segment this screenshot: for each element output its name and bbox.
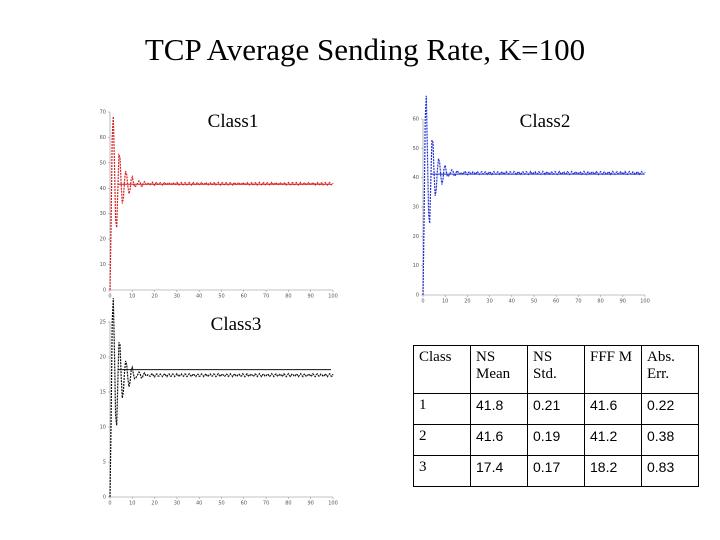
x-tick-label: 90 <box>620 299 626 305</box>
y-tick-label: 20 <box>413 234 419 240</box>
y-tick-label: 20 <box>100 355 106 361</box>
x-tick-label: 90 <box>308 294 314 300</box>
table-cell: 0.83 <box>641 455 699 487</box>
header-cell: Abs. Err. <box>641 345 699 394</box>
x-tick-label: 90 <box>308 501 314 507</box>
header-cell: NS Std. <box>527 345 585 394</box>
y-tick-label: 0 <box>103 288 106 294</box>
x-tick-label: 40 <box>196 501 202 507</box>
x-tick-label: 70 <box>263 294 269 300</box>
y-tick-label: 30 <box>413 205 419 211</box>
y-tick-label: 0 <box>416 293 419 299</box>
x-tick-label: 0 <box>108 501 111 507</box>
y-tick-label: 20 <box>100 237 106 243</box>
x-tick-label: 80 <box>597 299 603 305</box>
y-tick-label: 70 <box>100 110 106 116</box>
y-tick-label: 40 <box>413 175 419 181</box>
x-tick-label: 80 <box>285 501 291 507</box>
y-tick-label: 10 <box>100 425 106 431</box>
x-tick-label: 10 <box>129 294 135 300</box>
x-tick-label: 70 <box>263 501 269 507</box>
slide-title: TCP Average Sending Rate, K=100 <box>145 32 585 67</box>
y-tick-label: 50 <box>100 160 106 166</box>
x-tick-label: 100 <box>328 501 338 507</box>
table-row: 1 41.8 0.21 41.6 0.22 <box>413 393 699 425</box>
x-tick-label: 0 <box>108 294 111 300</box>
x-tick-label: 50 <box>218 501 224 507</box>
header-row: Class NS Mean NS Std. FFF M Abs. Err. <box>413 345 699 394</box>
results-table: Class NS Mean NS Std. FFF M Abs. Err. 1 41.8 0.… <box>413 345 699 487</box>
x-tick-label: 50 <box>218 294 224 300</box>
y-tick-label: 0 <box>103 495 106 501</box>
x-tick-label: 100 <box>328 294 338 300</box>
y-tick-label: 40 <box>100 186 106 192</box>
table-row: 2 41.6 0.19 41.2 0.38 <box>413 424 699 456</box>
x-tick-label: 50 <box>531 299 537 305</box>
y-tick-label: 60 <box>100 135 106 141</box>
table-cell: 0.17 <box>527 455 585 487</box>
y-tick-label: 50 <box>413 146 419 152</box>
table-cell: 18.2 <box>584 455 642 487</box>
y-tick-label: 5 <box>103 460 106 466</box>
x-tick-label: 40 <box>196 294 202 300</box>
x-tick-label: 30 <box>174 294 180 300</box>
table-cell: 41.8 <box>470 393 528 425</box>
y-tick-label: 15 <box>100 390 106 396</box>
x-tick-label: 10 <box>129 501 135 507</box>
x-tick-label: 10 <box>442 299 448 305</box>
x-tick-label: 80 <box>285 294 291 300</box>
header-cell: FFF M <box>584 345 642 394</box>
y-tick-label: 30 <box>100 211 106 217</box>
plot-label: Class3 <box>211 314 262 335</box>
sending-rate-trace <box>109 116 334 291</box>
x-tick-label: 20 <box>151 294 157 300</box>
plot-label: Class1 <box>208 111 259 132</box>
y-tick-label: 60 <box>413 117 419 123</box>
header-cell: NS Mean <box>470 345 528 394</box>
x-tick-label: 30 <box>486 299 492 305</box>
table-cell: 3 <box>413 455 471 487</box>
table-cell: 0.22 <box>641 393 699 425</box>
x-tick-label: 70 <box>575 299 581 305</box>
table-cell: 0.38 <box>641 424 699 456</box>
x-tick-label: 100 <box>640 299 650 305</box>
table-cell: 17.4 <box>470 455 528 487</box>
x-tick-label: 40 <box>509 299 515 305</box>
sending-rate-trace <box>109 298 334 498</box>
table-cell: 41.2 <box>584 424 642 456</box>
x-tick-label: 0 <box>421 299 424 305</box>
table-cell: 0.21 <box>527 393 585 425</box>
header-cell: Class <box>413 345 471 394</box>
x-tick-label: 20 <box>464 299 470 305</box>
y-tick-label: 10 <box>413 263 419 269</box>
table-cell: 1 <box>413 393 471 425</box>
table-cell: 41.6 <box>584 393 642 425</box>
y-tick-label: 25 <box>100 320 106 326</box>
table-cell: 2 <box>413 424 471 456</box>
x-tick-label: 60 <box>241 501 247 507</box>
x-tick-label: 60 <box>553 299 559 305</box>
plot-label: Class2 <box>520 111 571 132</box>
x-tick-label: 60 <box>241 294 247 300</box>
sending-rate-trace <box>422 95 646 296</box>
table-cell: 0.19 <box>527 424 585 456</box>
table-cell: 41.6 <box>470 424 528 456</box>
y-tick-label: 10 <box>100 262 106 268</box>
table-row: 3 17.4 0.17 18.2 0.83 <box>413 455 699 487</box>
x-tick-label: 30 <box>174 501 180 507</box>
x-tick-label: 20 <box>151 501 157 507</box>
